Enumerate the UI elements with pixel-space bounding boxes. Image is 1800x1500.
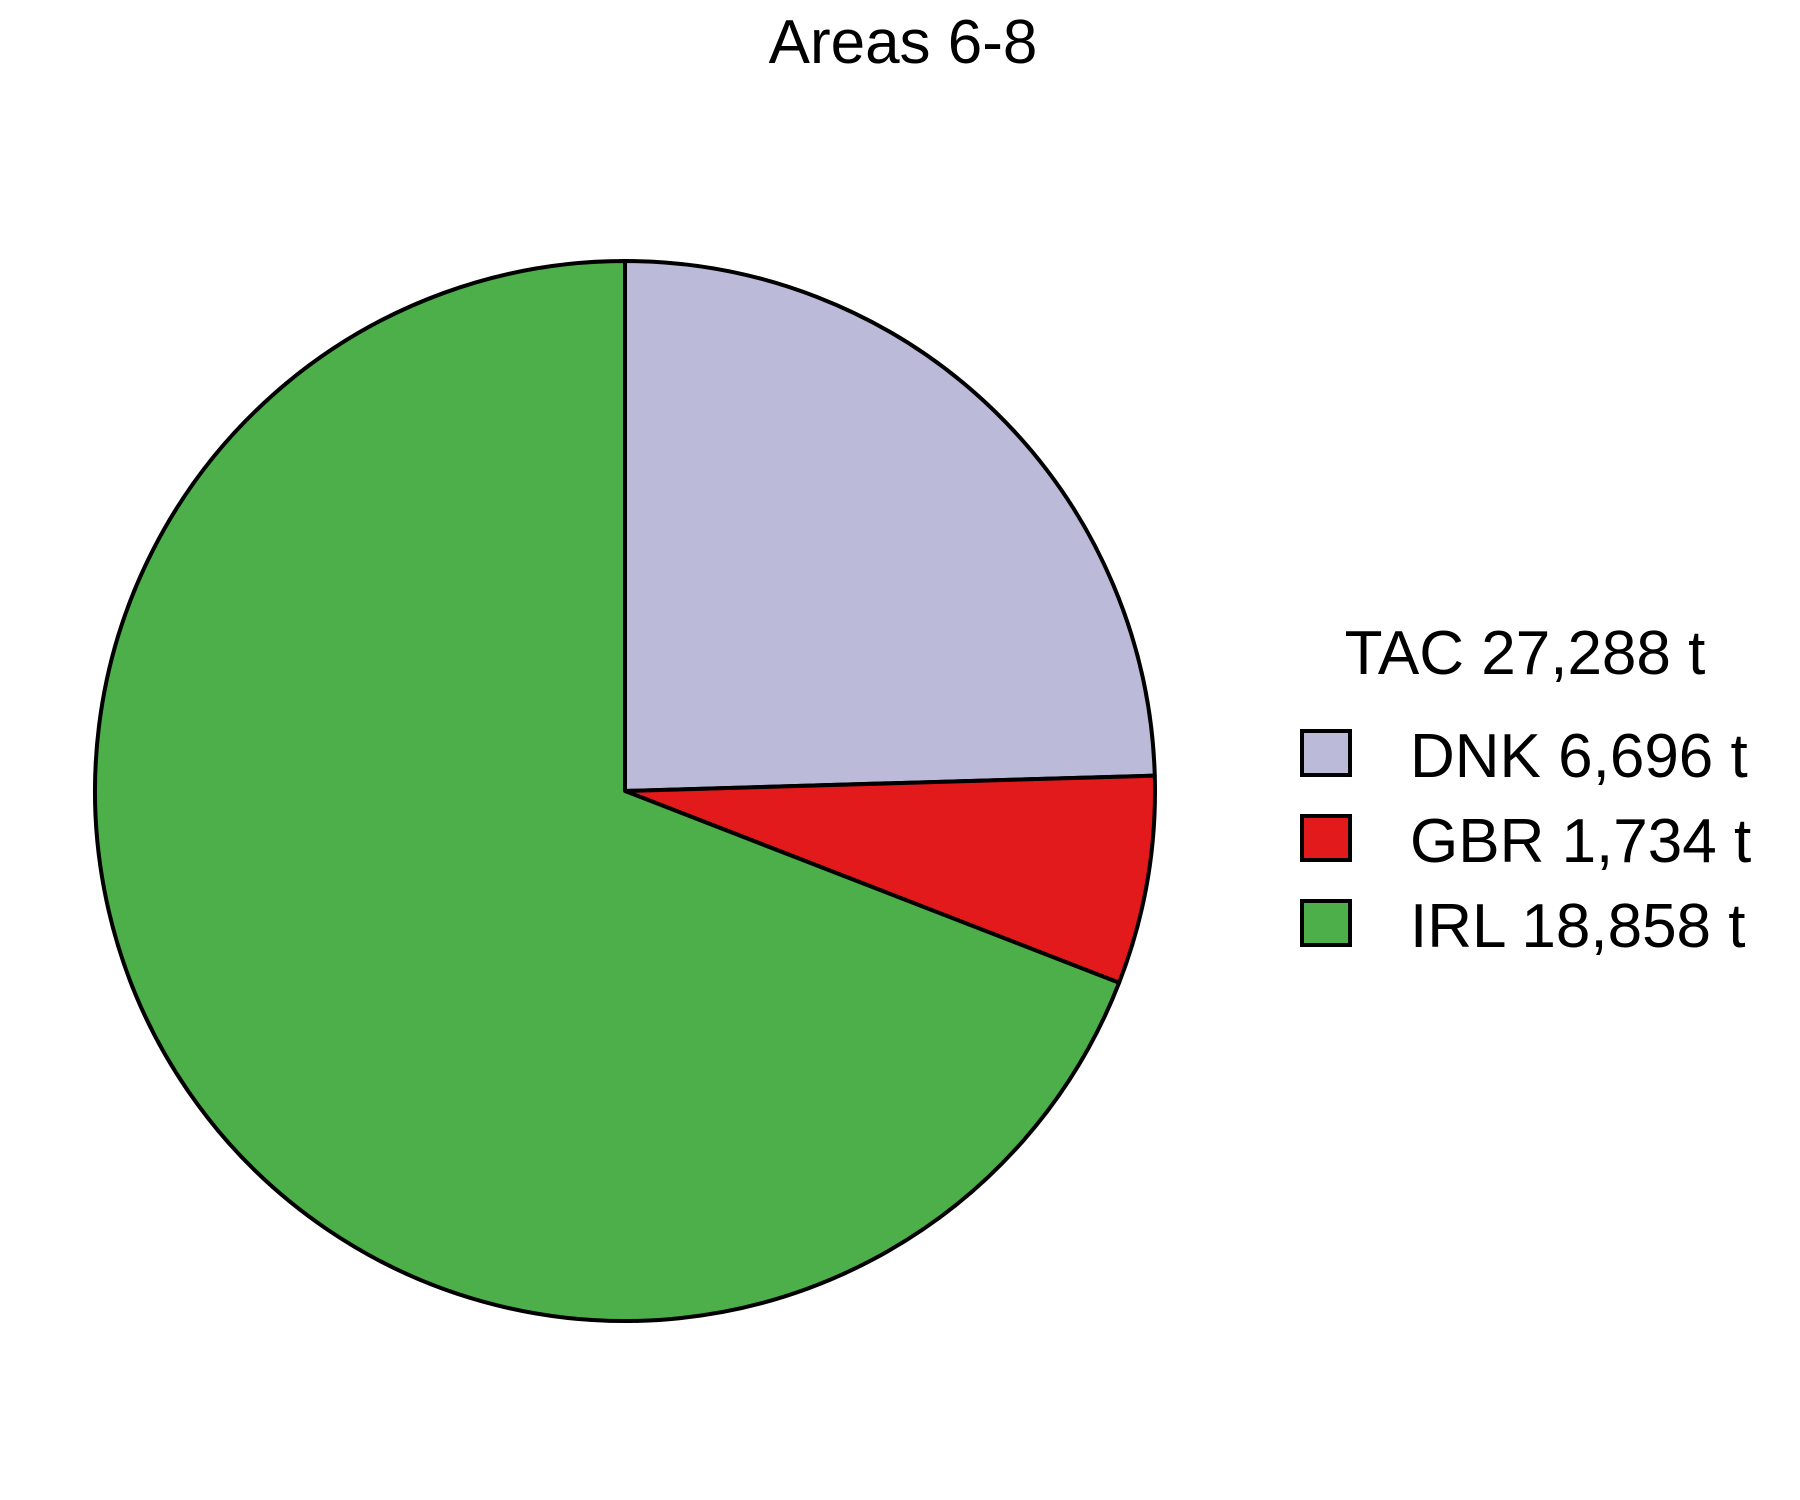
legend: TAC 27,288 t DNK 6,696 t GBR 1,734 t IRL 1… bbox=[1300, 619, 1751, 961]
legend-swatch-gbr bbox=[1300, 814, 1352, 862]
legend-swatch-dnk bbox=[1300, 729, 1352, 777]
legend-label-irl: IRL 18,858 t bbox=[1410, 892, 1746, 961]
pie-slice-gbr bbox=[623, 773, 1157, 985]
legend-title: TAC 27,288 t bbox=[1345, 619, 1706, 688]
pie-slice-dnk bbox=[623, 259, 1157, 793]
legend-item-irl: IRL 18,858 t bbox=[1300, 892, 1746, 961]
legend-swatch-irl bbox=[1300, 899, 1352, 947]
legend-label-gbr: GBR 1,734 t bbox=[1410, 807, 1751, 876]
legend-item-gbr: GBR 1,734 t bbox=[1300, 807, 1751, 876]
legend-items: DNK 6,696 t GBR 1,734 t IRL 18,858 t bbox=[1300, 722, 1751, 961]
pie-slices bbox=[93, 259, 1157, 1323]
pie-slice-irl bbox=[93, 259, 1122, 1323]
legend-item-dnk: DNK 6,696 t bbox=[1300, 722, 1748, 791]
legend-label-dnk: DNK 6,696 t bbox=[1410, 722, 1748, 791]
chart-title: Areas 6-8 bbox=[769, 8, 1038, 77]
